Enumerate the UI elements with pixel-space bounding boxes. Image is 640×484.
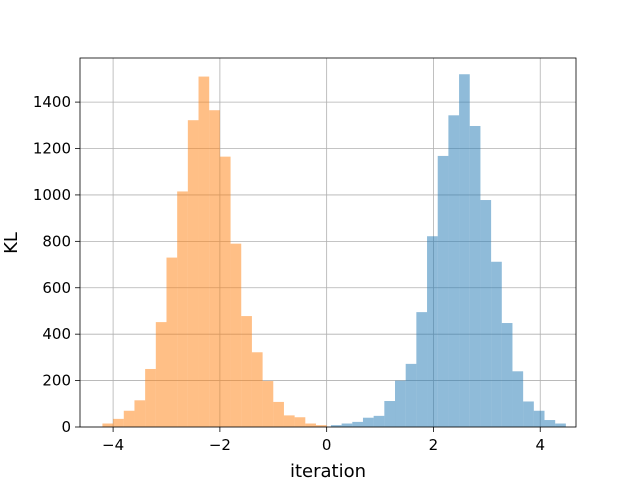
histogram-bar [305, 423, 316, 427]
y-tick-label: 200 [42, 372, 71, 390]
histogram-bars [102, 74, 566, 428]
y-axis-ticks: 0 200 400 600 800 1000 1200 1400 [33, 93, 80, 436]
histogram-bar [315, 425, 327, 427]
histogram-bar [384, 401, 396, 427]
y-tick-label: 1000 [33, 186, 71, 204]
histogram-bar [330, 425, 342, 427]
histogram-bar [512, 371, 524, 427]
x-tick-label: −2 [209, 436, 231, 454]
histogram-bar [134, 400, 146, 427]
histogram-bar [294, 417, 306, 427]
histogram-bar [341, 423, 353, 427]
y-tick-label: 0 [61, 418, 71, 436]
histogram-bar [533, 410, 545, 427]
histogram-bar [251, 352, 263, 427]
x-tick-label: 2 [429, 436, 439, 454]
histogram-bar [102, 423, 114, 427]
histogram-bar [491, 261, 502, 427]
y-tick-label: 1200 [33, 140, 71, 158]
histogram-bar [523, 401, 534, 427]
histogram-bar [395, 380, 406, 427]
histogram-bar [166, 257, 178, 427]
x-tick-label: 4 [535, 436, 545, 454]
histogram-bar [544, 420, 556, 427]
y-tick-label: 600 [42, 279, 71, 297]
axes-frame [79, 57, 577, 428]
histogram-bar [480, 200, 492, 427]
histogram-bar [427, 236, 438, 427]
histogram-bar [177, 191, 188, 427]
histogram-bar [283, 415, 295, 427]
histogram-series-2 [102, 76, 327, 427]
histogram-bar [352, 421, 363, 427]
histogram-bar [198, 76, 210, 427]
histogram-bar [555, 423, 566, 427]
histogram-bar [273, 401, 284, 427]
histogram-bar [145, 368, 156, 427]
histogram-bar [459, 74, 470, 427]
histogram-bar [113, 418, 124, 427]
y-axis-label: KL [1, 232, 22, 254]
histogram-bar [209, 110, 220, 427]
y-tick-label: 1400 [33, 93, 71, 111]
histogram-series-1 [330, 74, 566, 428]
histogram-bar [219, 156, 231, 427]
histogram-bar [437, 155, 449, 427]
histogram-bar [448, 115, 460, 428]
histogram-bar [362, 417, 374, 427]
x-axis-label: iteration [290, 461, 366, 480]
histogram-bar [405, 363, 417, 427]
x-axis-ticks: −4 −2 0 2 4 [102, 427, 545, 454]
y-tick-label: 400 [42, 325, 71, 343]
histogram-bar [373, 415, 385, 427]
histogram-bar [469, 125, 481, 428]
histogram-bar [187, 120, 199, 427]
histogram-bar [262, 381, 274, 427]
histogram-bar [123, 410, 135, 427]
histogram-bar [416, 312, 428, 427]
histogram-bar [230, 243, 242, 427]
histogram-bar [241, 316, 252, 427]
x-tick-label: −4 [102, 436, 124, 454]
y-tick-label: 800 [42, 232, 71, 250]
x-tick-label: 0 [322, 436, 332, 454]
histogram-bar [155, 322, 167, 427]
histogram-bar [501, 323, 513, 427]
